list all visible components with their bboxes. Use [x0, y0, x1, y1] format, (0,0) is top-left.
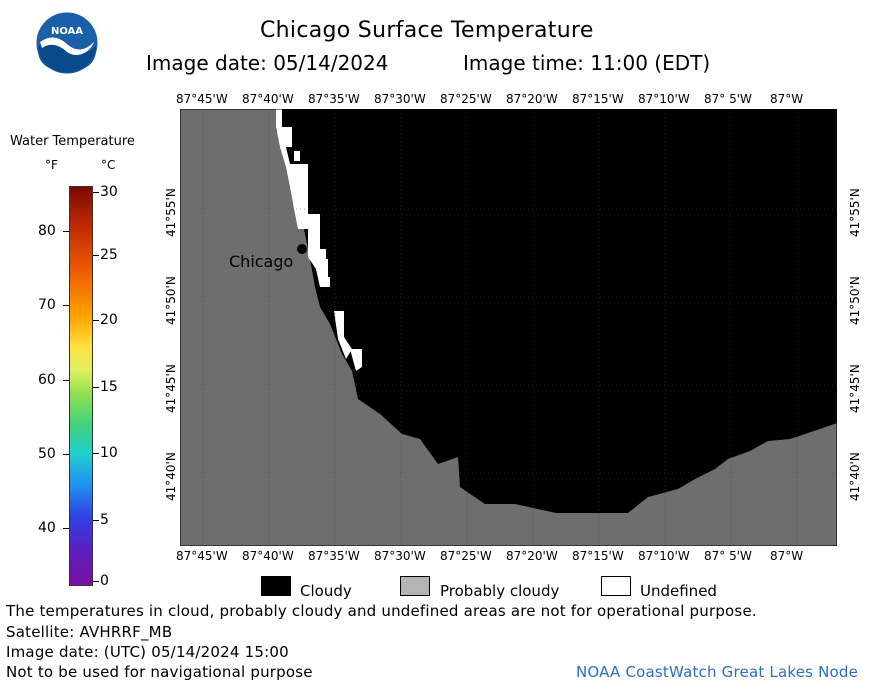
- shoreline-undefined-patch-4: [294, 151, 300, 161]
- colorbar-title: Water Temperature: [10, 134, 135, 149]
- shoreline-undefined-patch-1: [334, 311, 352, 359]
- footer-utc-date: Image date: (UTC) 05/14/2024 15:00: [6, 643, 289, 661]
- colorbar-tickmark-f: [63, 454, 69, 455]
- colorbar-tick-c: 20: [100, 312, 118, 328]
- lat-label-right: 41°55'N: [848, 188, 862, 237]
- legend-probably-cloudy-label: Probably cloudy: [440, 582, 560, 600]
- image-time: Image time: 11:00 (EDT): [463, 51, 711, 75]
- shoreline-undefined-patch-3: [320, 259, 328, 277]
- shoreline-undefined-patch-2: [350, 349, 362, 371]
- lon-label-top: 87°25'W: [440, 92, 492, 106]
- footer-credit: NOAA CoastWatch Great Lakes Node: [576, 663, 859, 681]
- colorbar-tick-c: 10: [100, 445, 118, 461]
- page-title: Chicago Surface Temperature: [260, 18, 594, 43]
- colorbar-tickmark-f: [63, 305, 69, 306]
- lon-label-top: 87°40'W: [242, 92, 294, 106]
- lon-label-bottom: 87° 5'W: [704, 549, 752, 563]
- lon-label-bottom: 87°20'W: [506, 549, 558, 563]
- legend-undefined-swatch: [601, 576, 631, 596]
- footer-disclaimer: The temperatures in cloud, probably clou…: [6, 602, 757, 620]
- colorbar-unit-c: °C: [101, 158, 116, 172]
- lat-label-left: 41°40'N: [164, 452, 178, 501]
- colorbar-unit-f: °F: [45, 158, 58, 172]
- shoreline-undefined-strip: [276, 109, 330, 287]
- legend-probably-cloudy-swatch: [400, 576, 430, 596]
- lon-label-bottom: 87°45'W: [176, 549, 228, 563]
- colorbar-tick-c: 30: [100, 184, 118, 200]
- lon-label-bottom: 87°35'W: [308, 549, 360, 563]
- colorbar-tick-c: 15: [100, 379, 118, 395]
- lon-label-bottom: 87°30'W: [374, 549, 426, 563]
- colorbar-tick-c: 0: [100, 573, 109, 589]
- colorbar-tickmark-f: [63, 231, 69, 232]
- colorbar-tick-f: 40: [38, 520, 56, 536]
- map-frame: [180, 109, 837, 546]
- colorbar-tickmark-c: [93, 192, 99, 193]
- lat-label-right: 41°50'N: [848, 276, 862, 325]
- chicago-label: Chicago: [229, 252, 294, 271]
- colorbar-tick-f: 80: [38, 223, 56, 239]
- lon-label-top: 87°20'W: [506, 92, 558, 106]
- lon-label-bottom: 87°W: [770, 549, 804, 563]
- colorbar-tickmark-c: [93, 581, 99, 582]
- colorbar-tick-f: 60: [38, 372, 56, 388]
- chicago-marker: [297, 244, 307, 254]
- lon-label-bottom: 87°15'W: [572, 549, 624, 563]
- colorbar-tickmark-c: [93, 453, 99, 454]
- colorbar-tickmark-c: [93, 387, 99, 388]
- legend-cloudy-swatch: [261, 576, 291, 596]
- colorbar-tickmark-c: [93, 255, 99, 256]
- colorbar-tickmark-f: [63, 380, 69, 381]
- colorbar-tick-c: 5: [100, 512, 109, 528]
- lat-label-right: 41°45'N: [848, 364, 862, 413]
- lat-label-right: 41°40'N: [848, 452, 862, 501]
- legend-cloudy-label: Cloudy: [300, 582, 352, 600]
- colorbar-tick-c: 25: [100, 247, 118, 263]
- noaa-logo-text: NOAA: [50, 26, 84, 37]
- colorbar-tickmark-c: [93, 520, 99, 521]
- noaa-logo: NOAA: [36, 12, 98, 74]
- lon-label-top: 87°35'W: [308, 92, 360, 106]
- colorbar: [69, 186, 93, 586]
- lon-label-bottom: 87°25'W: [440, 549, 492, 563]
- colorbar-tickmark-f: [63, 528, 69, 529]
- lon-label-top: 87° 5'W: [704, 92, 752, 106]
- colorbar-tick-f: 50: [38, 446, 56, 462]
- lat-label-left: 41°50'N: [164, 276, 178, 325]
- lon-label-top: 87°10'W: [638, 92, 690, 106]
- footer-satellite: Satellite: AVHRRF_MB: [6, 623, 173, 641]
- lon-label-bottom: 87°40'W: [242, 549, 294, 563]
- colorbar-tickmark-c: [93, 320, 99, 321]
- lon-label-bottom: 87°10'W: [638, 549, 690, 563]
- lon-label-top: 87°30'W: [374, 92, 426, 106]
- lon-label-top: 87°15'W: [572, 92, 624, 106]
- footer-nav-warning: Not to be used for navigational purpose: [6, 663, 313, 681]
- lake-cloud-area: [276, 109, 837, 513]
- legend-undefined-label: Undefined: [640, 582, 717, 600]
- lon-label-top: 87°W: [770, 92, 804, 106]
- lat-label-left: 41°45'N: [164, 364, 178, 413]
- colorbar-tick-f: 70: [38, 297, 56, 313]
- lon-label-top: 87°45'W: [176, 92, 228, 106]
- image-date: Image date: 05/14/2024: [146, 51, 389, 75]
- lat-label-left: 41°55'N: [164, 188, 178, 237]
- graticule: [180, 109, 837, 546]
